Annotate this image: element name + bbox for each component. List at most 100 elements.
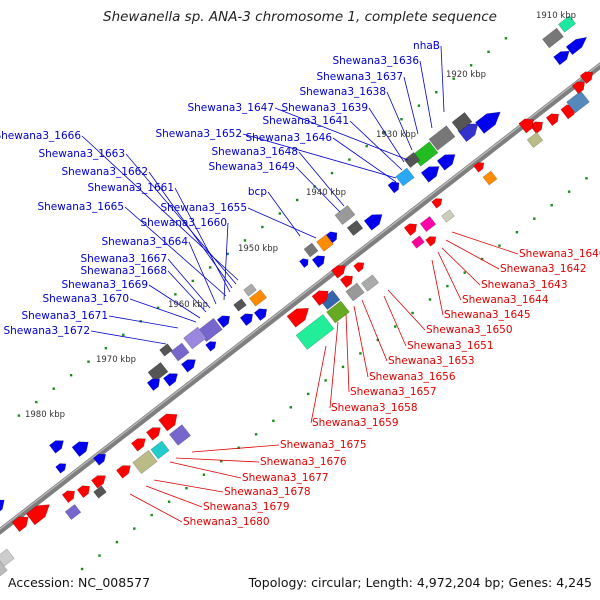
leader-line	[129, 298, 197, 323]
left-gene-label[interactable]: Shewana3_1660	[140, 217, 227, 229]
gene-feature	[451, 111, 473, 133]
right-gene-label[interactable]: Shewana3_1675	[280, 439, 367, 451]
scale-dot	[122, 333, 125, 336]
right-gene-label[interactable]: Shewana3_1676	[260, 456, 347, 468]
leader-line	[445, 239, 500, 270]
gene-feature	[0, 548, 15, 568]
leader-line	[353, 305, 369, 378]
gene-feature	[419, 215, 437, 233]
kbp-label: 1950 kbp	[238, 244, 278, 254]
left-gene-label[interactable]: Shewana3_1636	[332, 55, 419, 67]
left-gene-label[interactable]: Shewana3_1664	[101, 236, 188, 248]
right-gene-label[interactable]: Shewana3_1645	[444, 309, 531, 321]
gene-feature	[420, 166, 440, 183]
scale-dot	[80, 567, 84, 571]
scale-dot	[35, 400, 38, 404]
right-gene-label[interactable]: Shewana3_1657	[350, 386, 437, 398]
left-gene-label[interactable]: Shewana3_1669	[61, 279, 148, 291]
kbp-label: 1940 kbp	[306, 188, 346, 198]
scale-dot	[289, 406, 292, 409]
leader-line	[191, 444, 280, 453]
left-gene-label[interactable]: Shewana3_1648	[211, 146, 298, 158]
left-gene-label[interactable]: bcp	[248, 186, 267, 198]
left-gene-label[interactable]: Shewana3_1652	[155, 128, 242, 140]
left-gene-label[interactable]: Shewana3_1672	[3, 325, 90, 337]
leader-line	[310, 345, 327, 424]
gene-feature	[353, 262, 365, 273]
right-gene-label[interactable]: Shewana3_1653	[388, 355, 475, 367]
left-gene-label[interactable]: Shewana3_1671	[21, 310, 108, 322]
left-gene-label[interactable]: Shewana3_1655	[160, 202, 247, 214]
left-gene-label[interactable]: Shewana3_1670	[42, 293, 129, 305]
left-gene-label[interactable]: Shewana3_1667	[80, 253, 167, 265]
right-gene-label[interactable]: Shewana3_1658	[331, 402, 418, 414]
right-gene-label[interactable]: Shewana3_1678	[224, 486, 311, 498]
left-gene-label[interactable]: Shewana3_1637	[316, 71, 403, 83]
kbp-label: 1980 kbp	[25, 410, 65, 420]
scale-dot	[359, 352, 362, 355]
gene-feature	[115, 465, 131, 479]
scale-dot	[133, 527, 136, 530]
leader-line	[329, 321, 339, 409]
left-gene-label[interactable]: Shewana3_1663	[38, 148, 125, 160]
gene-feature	[48, 440, 64, 454]
leader-line	[332, 137, 397, 183]
right-gene-label[interactable]: Shewana3_1679	[203, 501, 290, 513]
left-gene-label[interactable]: Shewana3_1639	[281, 102, 368, 114]
left-gene-label[interactable]: Shewana3_1668	[80, 265, 167, 277]
gene-feature	[441, 209, 455, 223]
scale-dot	[400, 118, 403, 121]
left-gene-label[interactable]: Shewana3_1665	[37, 201, 124, 213]
gene-feature	[363, 214, 383, 231]
map-title: Shewanella sp. ANA-3 chromosome 1, compl…	[103, 9, 497, 25]
right-gene-label[interactable]: Shewana3_1656	[369, 371, 456, 383]
left-gene-label[interactable]: Shewana3_1638	[299, 86, 386, 98]
gene-feature	[334, 204, 356, 226]
gene-feature	[61, 490, 76, 504]
left-gene-label[interactable]: Shewana3_1649	[208, 161, 295, 173]
gene-feature	[150, 440, 170, 460]
scale-dot	[150, 513, 153, 517]
gene-feature	[158, 413, 178, 432]
right-gene-label[interactable]: Shewana3_1642	[500, 263, 587, 275]
left-gene-label[interactable]: Shewana3_1661	[87, 182, 174, 194]
right-gene-label[interactable]: Shewana3_1651	[407, 340, 494, 352]
left-gene-label[interactable]: Shewana3_1646	[245, 132, 332, 144]
gene-labels: nhaB Shewana3_1636 Shewana3_1637 Shewana3_1…	[0, 40, 600, 528]
gene-feature	[162, 373, 178, 387]
gene-feature	[425, 236, 437, 247]
scale-dot	[104, 347, 108, 350]
leader-line	[169, 461, 242, 479]
gene-feature	[526, 131, 544, 149]
right-gene-label[interactable]: Shewana3_1650	[426, 324, 513, 336]
leader-line	[345, 313, 350, 393]
left-gene-label[interactable]: Shewana3_1666	[0, 130, 81, 142]
leader-line	[148, 284, 201, 319]
gene-feature	[403, 223, 418, 237]
leader-line	[267, 191, 301, 237]
left-gene-label[interactable]: Shewana3_1641	[262, 115, 349, 127]
leader-line	[174, 187, 231, 293]
right-gene-label[interactable]: Shewana3_1659	[312, 417, 399, 429]
leader-line	[129, 493, 183, 523]
left-gene-label[interactable]: Shewana3_1647	[187, 102, 274, 114]
scale-dot	[324, 379, 327, 382]
left-gene-label[interactable]: Shewana3_1662	[61, 166, 148, 178]
gene-features	[0, 15, 594, 577]
kbp-label: 1920 kbp	[446, 70, 486, 80]
scale-dot	[341, 365, 345, 369]
gene-feature	[168, 424, 192, 446]
gene-feature	[132, 449, 158, 475]
gene-feature	[518, 118, 534, 134]
right-gene-label[interactable]: Shewana3_1680	[183, 516, 270, 528]
right-gene-label[interactable]: Shewana3_1640	[519, 248, 600, 260]
right-gene-label[interactable]: Shewana3_1677	[242, 472, 329, 484]
gene-feature	[387, 181, 400, 194]
right-gene-label[interactable]: Shewana3_1643	[481, 279, 568, 291]
right-gene-label[interactable]: Shewana3_1644	[462, 294, 549, 306]
scale-dot	[115, 540, 119, 544]
gene-feature	[545, 113, 560, 127]
gene-feature	[93, 453, 107, 466]
gene-feature	[147, 361, 169, 383]
left-gene-label[interactable]: nhaB	[413, 40, 440, 52]
